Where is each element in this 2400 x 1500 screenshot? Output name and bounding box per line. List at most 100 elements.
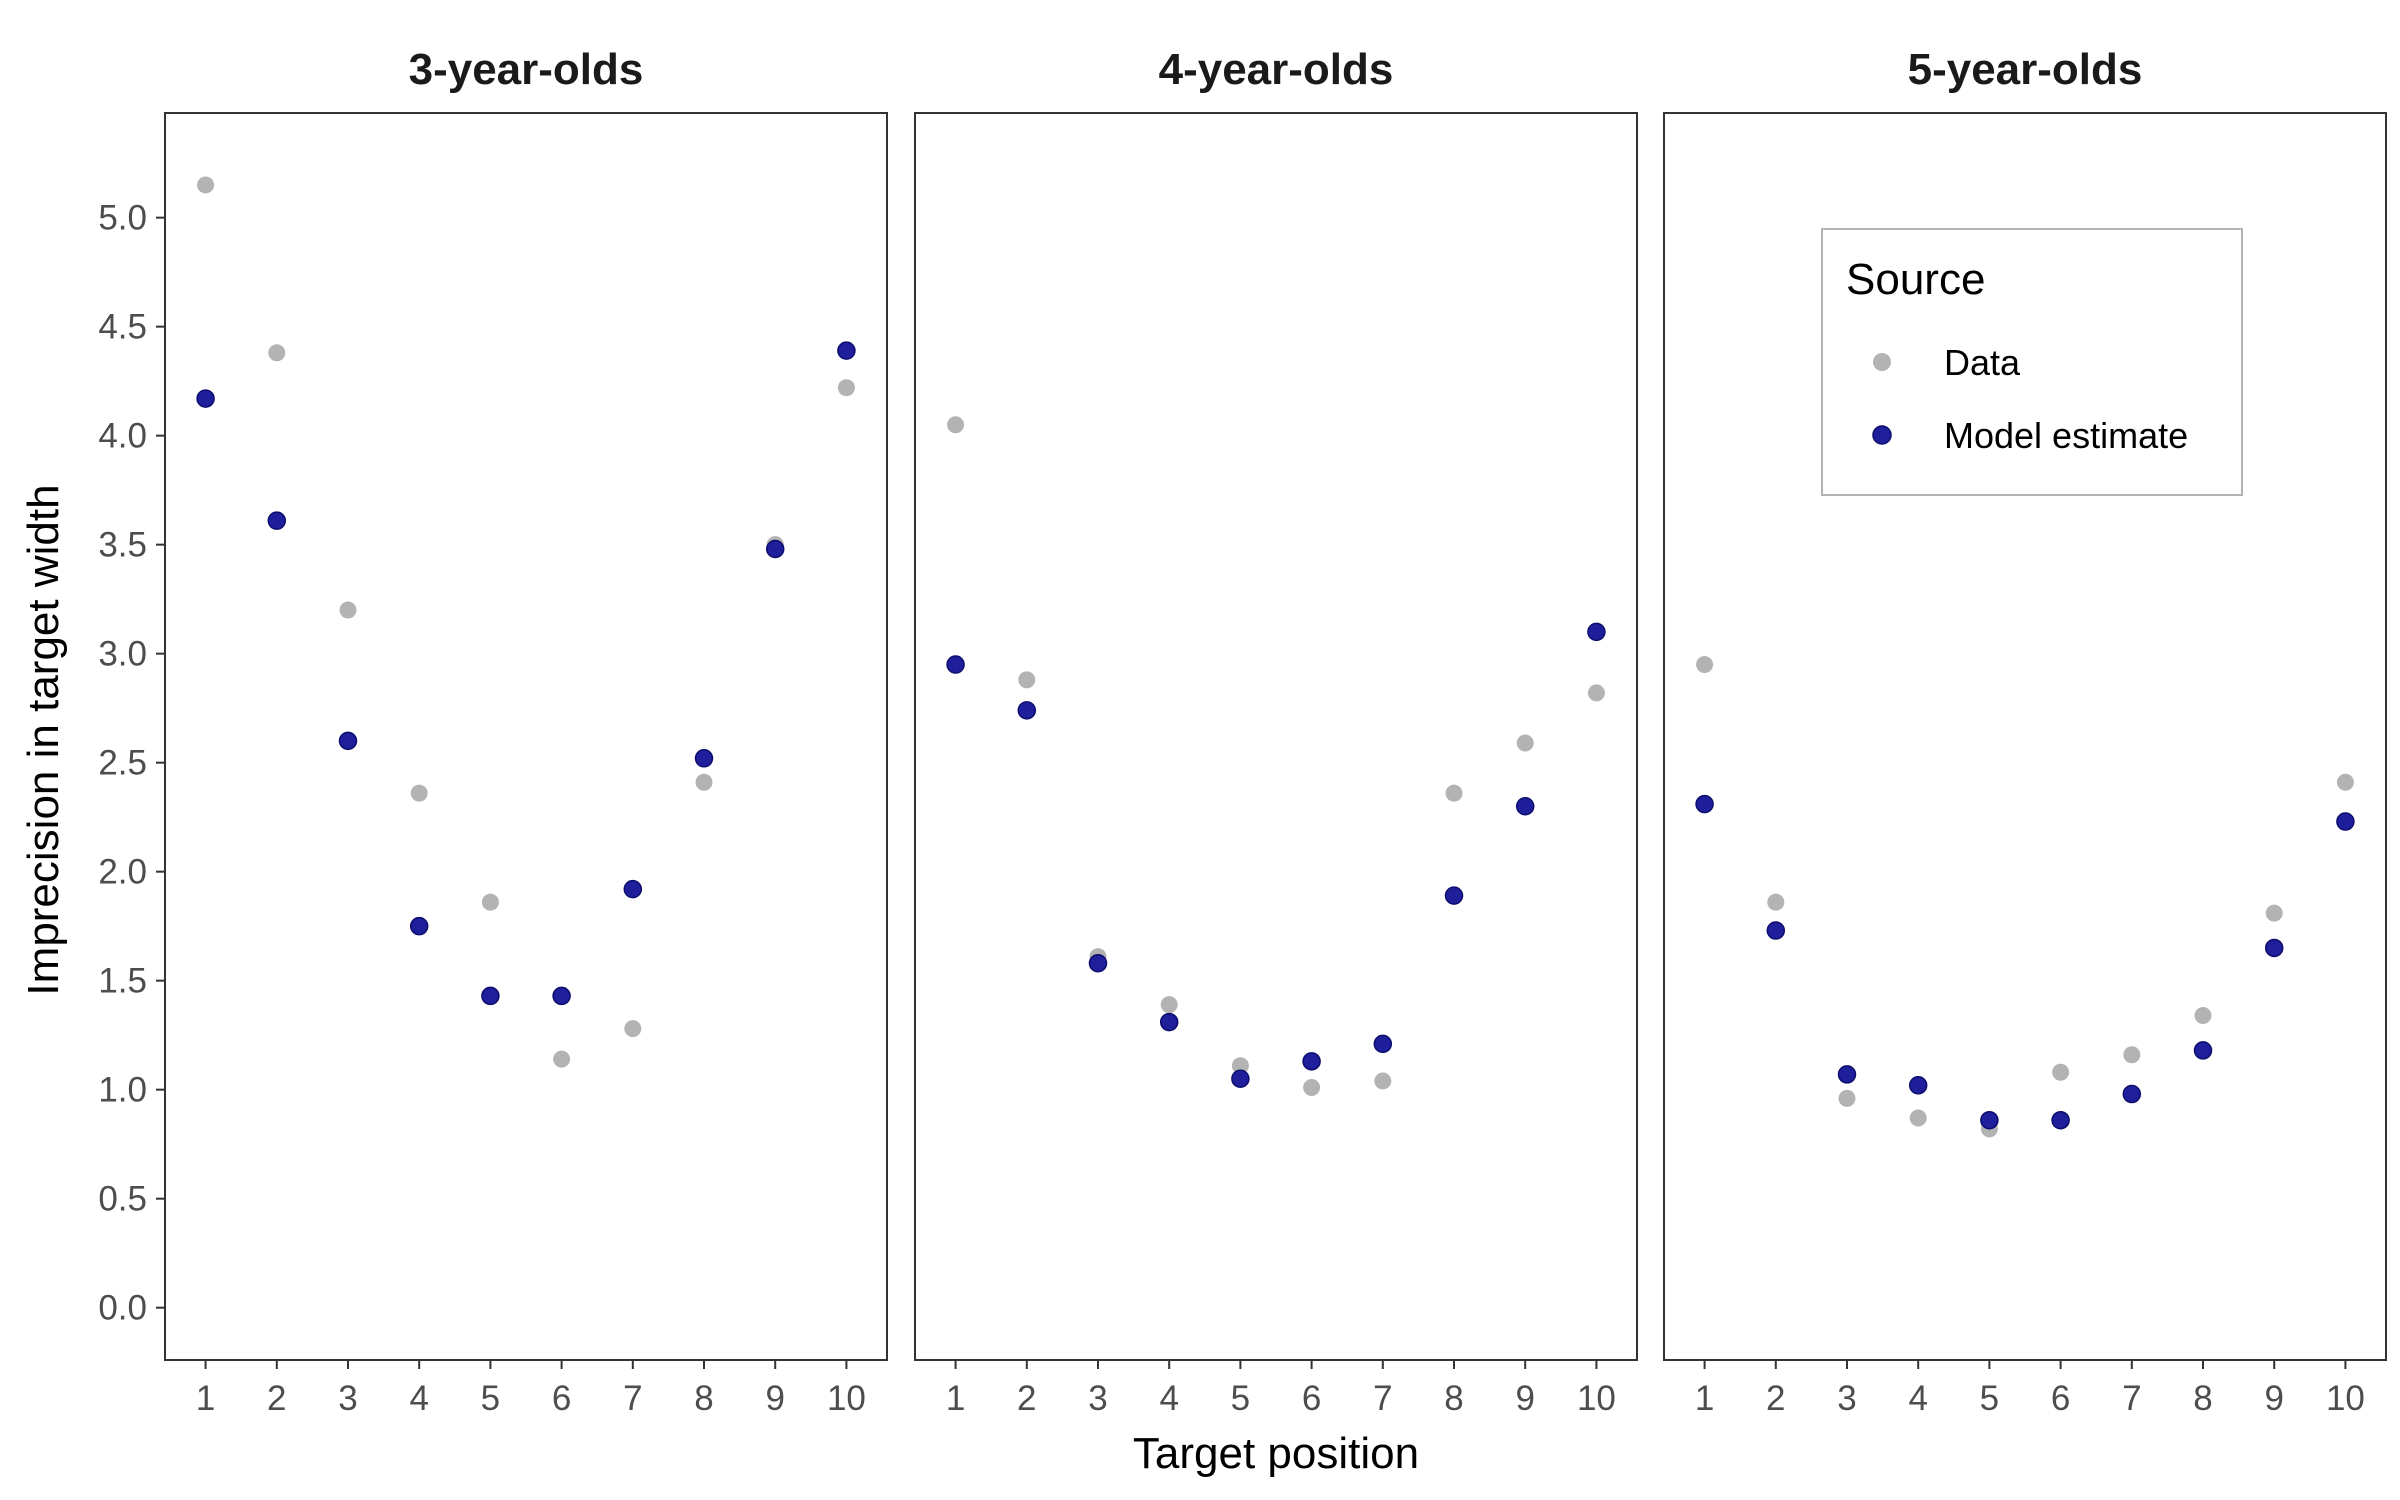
legend-key-data — [1873, 353, 1891, 371]
model-estimate-point — [1515, 797, 1535, 816]
data-point — [268, 344, 286, 362]
x-tick-label: 1 — [1695, 1379, 1714, 1418]
x-tick-label: 8 — [1444, 1379, 1463, 1418]
y-tick-label: 1.5 — [98, 962, 147, 1001]
data-point — [410, 784, 428, 802]
x-axis-title: Target position — [1133, 1429, 1419, 1478]
x-tick-label: 2 — [267, 1379, 286, 1418]
model-estimate-point — [2051, 1110, 2070, 1130]
data-point — [2052, 1063, 2070, 1081]
model-estimate-point — [267, 511, 287, 530]
x-tick-label: 9 — [765, 1379, 784, 1418]
data-point — [837, 379, 855, 397]
data-point — [1160, 996, 1178, 1014]
panel-3-year-olds: 3-year-olds 1 2 3 4 5 6 7 8 9 10 — [164, 45, 888, 1418]
x-tick-label: 1 — [196, 1379, 215, 1418]
x-tick-label: 3 — [1088, 1379, 1107, 1418]
legend-label-data: Data — [1944, 342, 2021, 383]
x-tick-label: 3 — [1837, 1379, 1856, 1418]
y-axis-title: Imprecision in target width — [19, 484, 68, 995]
legend: Source Data Model estimate — [1821, 228, 2243, 496]
model-estimate-point — [1017, 701, 1037, 720]
data-point — [695, 773, 713, 791]
model-estimate-point — [2193, 1041, 2213, 1060]
x-tick-label: 7 — [2122, 1379, 2141, 1418]
x-tick-label: 10 — [2326, 1379, 2365, 1418]
model-estimate-point — [1159, 1012, 1179, 1032]
model-estimate-point — [1302, 1052, 1321, 1071]
panel-border — [1663, 112, 2387, 1361]
model-estimate-point — [694, 749, 714, 768]
data-point — [1018, 671, 1036, 689]
data-point — [947, 416, 965, 434]
x-tick-label: 5 — [1231, 1379, 1250, 1418]
x-tick-label: 1 — [946, 1379, 965, 1418]
y-tick-label: 1.0 — [98, 1071, 147, 1110]
x-tick-label: 6 — [1302, 1379, 1321, 1418]
panel-border — [914, 112, 1638, 1361]
model-estimate-point — [2122, 1084, 2142, 1104]
model-estimate-point — [1587, 622, 1606, 642]
model-estimate-point — [765, 539, 785, 559]
y-tick-label: 3.5 — [98, 526, 147, 565]
data-point — [2123, 1046, 2141, 1064]
x-tick-label: 10 — [827, 1379, 866, 1418]
model-estimate-point — [1766, 921, 1786, 940]
data-point — [2336, 773, 2354, 791]
legend-key-model-estimate — [1872, 425, 1892, 445]
data-point — [1696, 656, 1714, 674]
model-estimate-point — [1373, 1034, 1393, 1054]
legend-title: Source — [1846, 255, 1985, 304]
data-point — [553, 1050, 571, 1068]
data-point — [1767, 893, 1785, 911]
data-point — [2194, 1007, 2212, 1025]
data-point — [1516, 734, 1534, 752]
x-tick-label: 7 — [623, 1379, 642, 1418]
model-estimate-point — [338, 731, 358, 751]
model-estimate-point — [1908, 1076, 1928, 1095]
model-estimate-point — [2264, 938, 2284, 958]
model-estimate-point — [1837, 1065, 1857, 1084]
model-estimate-point — [1695, 794, 1714, 814]
panel-title: 3-year-olds — [409, 45, 644, 94]
y-axis: 0.0 0.5 1.0 1.5 2.0 2.5 3.0 3.5 4.0 4.5 5.0 — [98, 199, 165, 1328]
model-estimate-point — [1444, 886, 1464, 905]
x-tick-label: 9 — [1515, 1379, 1534, 1418]
x-tick-label: 3 — [338, 1379, 357, 1418]
y-tick-label: 4.0 — [98, 417, 147, 456]
y-tick-label: 4.5 — [98, 308, 147, 347]
x-tick-label: 8 — [2193, 1379, 2212, 1418]
x-tick-label: 5 — [481, 1379, 500, 1418]
y-tick-label: 3.0 — [98, 635, 147, 674]
data-point — [1838, 1089, 1856, 1107]
y-tick-label: 5.0 — [98, 199, 147, 238]
model-estimate-point — [196, 389, 215, 408]
model-estimate-point — [946, 655, 965, 674]
y-tick-label: 0.0 — [98, 1289, 147, 1328]
x-tick-label: 5 — [1980, 1379, 1999, 1418]
y-tick-label: 2.0 — [98, 853, 147, 892]
model-estimate-point — [409, 916, 429, 936]
x-tick-label: 6 — [552, 1379, 571, 1418]
data-point — [1303, 1078, 1321, 1096]
model-estimate-point — [1980, 1110, 1999, 1130]
legend-label-model-estimate: Model estimate — [1944, 415, 2188, 456]
model-estimate-point — [481, 986, 500, 1006]
model-estimate-point — [1231, 1069, 1250, 1089]
panel-border — [164, 112, 888, 1361]
data-point — [339, 601, 357, 619]
data-point — [1445, 784, 1463, 802]
data-point — [1909, 1109, 1927, 1127]
data-point — [197, 176, 215, 194]
data-point — [481, 893, 499, 911]
x-tick-label: 9 — [2264, 1379, 2283, 1418]
panel-5-year-olds: 5-year-olds 1 2 3 4 5 6 7 8 9 10 — [1663, 45, 2387, 1418]
x-tick-label: 6 — [2051, 1379, 2070, 1418]
x-tick-label: 10 — [1577, 1379, 1616, 1418]
x-tick-label: 2 — [1017, 1379, 1036, 1418]
model-estimate-point — [837, 341, 856, 360]
data-point — [1587, 684, 1605, 702]
data-point — [1374, 1072, 1392, 1090]
x-tick-label: 8 — [694, 1379, 713, 1418]
